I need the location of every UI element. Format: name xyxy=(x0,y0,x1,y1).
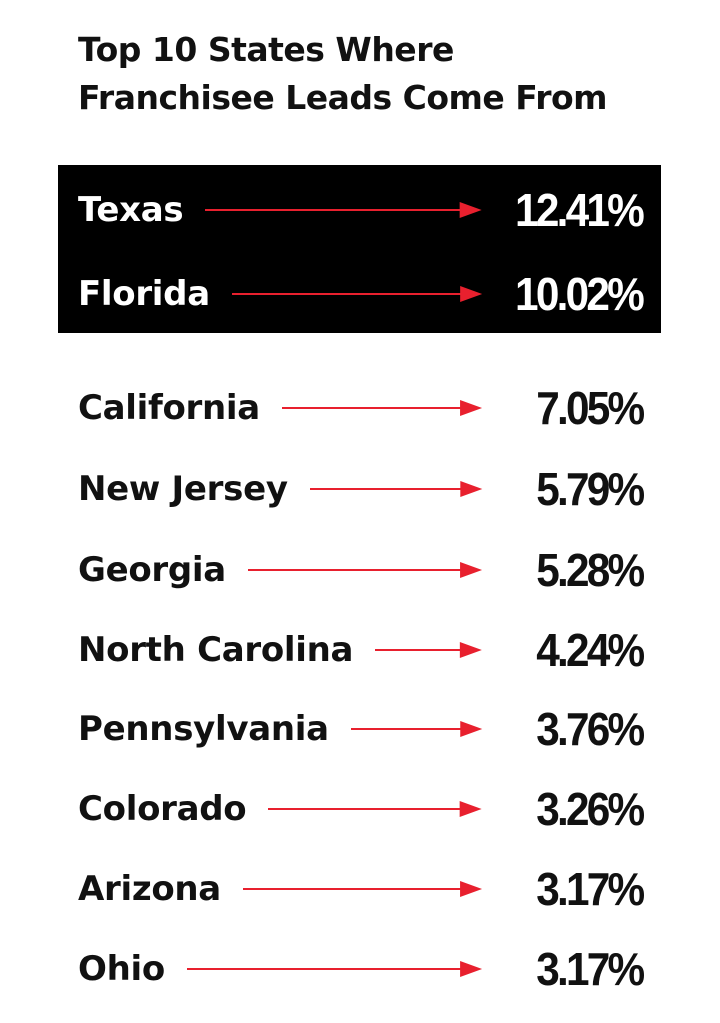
arrow-icon xyxy=(350,721,482,737)
table-row: Arizona 3.17% xyxy=(0,859,720,919)
table-row: New Jersey 5.79% xyxy=(0,459,720,519)
arrow-head xyxy=(460,721,482,737)
value-label: 3.26% xyxy=(535,783,645,835)
chart-title-line-1: Top 10 States Where xyxy=(78,30,454,69)
arrow-head xyxy=(460,562,482,578)
table-row: Georgia 5.28% xyxy=(0,540,720,600)
arrow-icon xyxy=(375,642,482,658)
arrow-icon xyxy=(281,400,482,416)
arrow-head xyxy=(460,961,482,977)
table-row: California 7.05% xyxy=(0,378,720,438)
value-label: 4.24% xyxy=(535,624,645,676)
arrow-icon xyxy=(205,202,482,218)
state-label: North Carolina xyxy=(78,630,354,670)
arrow-head xyxy=(460,481,482,497)
arrow-icon xyxy=(242,881,482,897)
highlight-box xyxy=(58,165,661,333)
arrow-icon xyxy=(268,801,482,817)
state-label: New Jersey xyxy=(78,469,288,509)
arrow-icon xyxy=(231,286,482,302)
arrow-head xyxy=(460,642,482,658)
table-row: Colorado 3.26% xyxy=(0,779,720,839)
table-row: Texas 12.41% xyxy=(0,180,720,240)
state-label: Texas xyxy=(78,190,184,230)
state-label: Pennsylvania xyxy=(78,709,329,749)
arrow-icon xyxy=(247,562,482,578)
state-label: Ohio xyxy=(78,949,165,989)
arrow-head xyxy=(460,286,482,302)
state-label: California xyxy=(78,388,260,428)
arrow-head xyxy=(460,801,482,817)
value-label: 5.79% xyxy=(535,463,645,515)
state-label: Florida xyxy=(78,274,210,314)
table-row: Ohio 3.17% xyxy=(0,939,720,999)
table-row: Florida 10.02% xyxy=(0,264,720,324)
arrow-icon xyxy=(309,481,482,497)
arrow-head xyxy=(460,881,482,897)
arrow-head xyxy=(460,202,482,218)
chart-title-line-2: Franchisee Leads Come From xyxy=(78,78,608,117)
table-row: North Carolina 4.24% xyxy=(0,620,720,680)
value-label: 12.41% xyxy=(515,184,645,236)
value-label: 3.17% xyxy=(535,943,645,995)
state-label: Colorado xyxy=(78,789,247,829)
value-label: 3.17% xyxy=(535,863,645,915)
arrow-icon xyxy=(186,961,482,977)
value-label: 5.28% xyxy=(535,544,645,596)
value-label: 3.76% xyxy=(535,703,645,755)
state-label: Georgia xyxy=(78,550,226,590)
state-label: Arizona xyxy=(78,869,221,909)
arrow-head xyxy=(460,400,482,416)
value-label: 10.02% xyxy=(515,268,645,320)
chart-title: Top 10 States Where Franchisee Leads Com… xyxy=(78,26,678,122)
value-label: 7.05% xyxy=(535,382,645,434)
table-row: Pennsylvania 3.76% xyxy=(0,699,720,759)
